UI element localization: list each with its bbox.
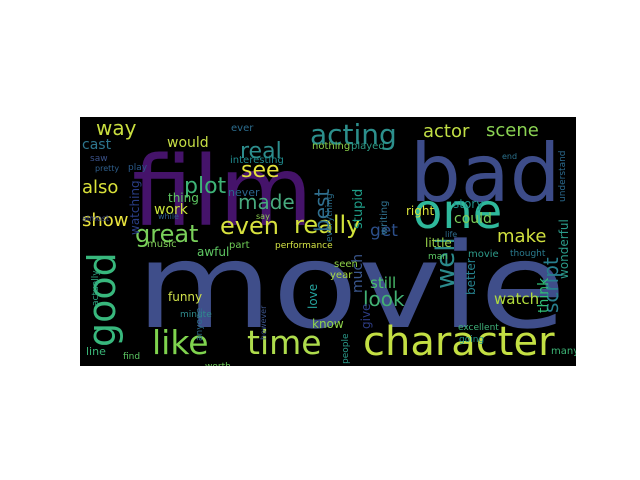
word-make: make [497,226,546,247]
word-work: work [154,202,189,218]
word-thought: thought [510,249,546,259]
word-year: year [330,270,353,281]
word-even: even [220,212,279,240]
word-also: also [82,177,118,198]
word-watch: watch [494,290,539,308]
word-thing: thing [168,191,199,205]
word-man: man [428,252,448,262]
word-played: played [351,141,385,152]
word-little: little [425,236,452,250]
word-character: character [363,319,555,365]
word-think: think [536,277,552,313]
word-best: best [310,189,334,232]
word-love: love [306,284,320,309]
word-awful: awful [197,245,229,259]
word-while: while [158,212,179,221]
word-people: people [341,333,351,364]
word-scene: scene [486,120,539,141]
word-still: still [370,274,396,292]
word-movie: movie [136,217,566,355]
word-look: look [363,287,405,311]
word-wonderful: wonderful [557,219,571,279]
word-great: great [135,220,198,248]
word-film: film [132,136,313,248]
word-cloud-background [80,117,576,366]
word-cloud: film movie bad one character like time g… [80,117,576,366]
word-funny: funny [168,290,202,304]
word-right: right [406,204,434,218]
word-interesting: interesting [230,155,284,166]
word-everything: everything [325,193,335,242]
word-movie-small: movie [468,249,499,260]
word-worth: worth [205,362,231,366]
word-part: part [229,240,250,251]
word-get: get [370,221,398,241]
word-made: made [238,190,295,214]
word-nothing: nothing [312,141,350,152]
word-actually: actually [91,270,101,306]
word-actor: actor [423,121,470,142]
word-stupid: stupid [351,189,366,229]
word-way: way [96,117,137,140]
word-script: script [539,257,563,313]
word-say: say [256,212,270,221]
word-excellent: excellent [458,323,499,333]
word-almost: almost [82,214,109,223]
word-seen: seen [334,259,358,270]
word-like: like [152,323,209,362]
word-many: many [551,346,576,357]
word-really: really [294,211,360,239]
word-writing: writing [379,201,390,235]
word-performance: performance [275,241,333,251]
word-find: find [123,352,140,362]
word-know: know [312,317,344,331]
word-see: see [241,158,280,183]
word-would: would [167,135,209,151]
word-life: life [445,230,457,239]
word-story: story [453,197,483,211]
word-play: play [128,163,148,173]
word-give: give [359,304,373,329]
word-saw: saw [90,154,108,164]
word-one: one [413,184,502,240]
word-cast: cast [82,137,112,153]
word-understand: understand [558,150,568,202]
word-time: time [247,323,322,362]
word-ever: ever [231,123,254,134]
word-anyone: anyone [195,307,205,341]
word-better: better [464,258,478,295]
word-end: end [502,152,517,161]
word-never: never [228,186,260,199]
word-plot: plot [184,174,227,199]
word-music: music [147,239,177,250]
word-however: however [259,305,268,340]
word-pretty: pretty [95,164,119,173]
word-real: real [240,139,282,164]
word-watching: watching [128,180,142,235]
word-well: well [431,237,461,289]
word-much: much [350,254,366,293]
word-could: could [454,211,492,227]
word-line: line [86,345,106,358]
word-going: going [459,335,484,345]
word-show: show [82,210,129,231]
word-bad: bad [410,127,561,220]
word-good: good [80,252,124,347]
word-minute: minute [180,310,212,320]
word-acting: acting [310,118,397,151]
